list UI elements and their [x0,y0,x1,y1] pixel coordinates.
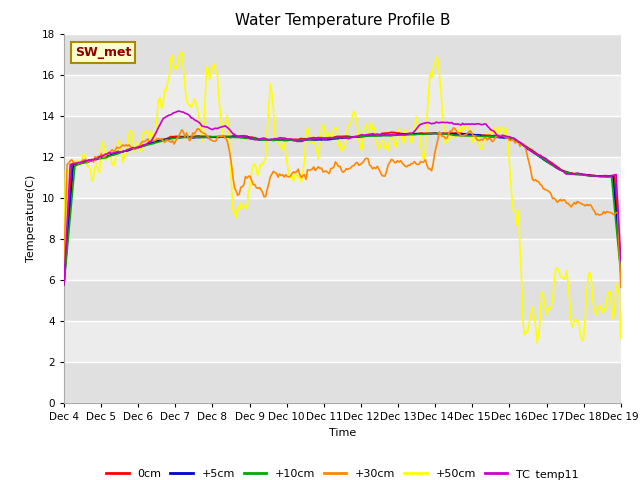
Legend: 0cm, +5cm, +10cm, +30cm, +50cm, TC_temp11: 0cm, +5cm, +10cm, +30cm, +50cm, TC_temp1… [102,464,583,480]
+50cm [60,249,68,254]
+30cm [226,151,234,157]
+50cm [255,167,263,173]
+5cm [244,134,252,140]
+5cm [303,137,311,143]
0cm [303,136,311,142]
Line: +5cm: +5cm [64,133,621,285]
+30cm [254,186,262,192]
+10cm [434,131,442,136]
Line: 0cm: 0cm [64,132,621,284]
+10cm [226,134,234,140]
Bar [64,280,621,321]
TC_temp11 [129,144,136,150]
Bar [64,321,621,362]
0cm [60,281,68,287]
TC_temp11 [588,173,595,179]
Y-axis label: Temperature(C): Temperature(C) [26,175,36,262]
Line: +30cm: +30cm [64,128,621,288]
+5cm [226,134,234,140]
+5cm [129,146,136,152]
+30cm [60,260,68,265]
+50cm [246,185,254,191]
TC_temp11 [617,257,625,263]
Bar [64,239,621,280]
Bar [64,198,621,239]
Title: Water Temperature Profile B: Water Temperature Profile B [235,13,450,28]
+30cm [129,145,136,151]
TC_temp11 [60,282,68,288]
+30cm [303,167,311,173]
0cm [387,130,395,135]
Line: TC_temp11: TC_temp11 [64,111,621,285]
X-axis label: Time: Time [329,428,356,438]
+10cm [303,137,311,143]
Bar [64,75,621,116]
0cm [129,145,136,151]
+50cm [129,130,136,136]
0cm [588,172,595,178]
Bar [64,116,621,157]
+10cm [129,146,136,152]
TC_temp11 [255,136,263,142]
+5cm [617,268,625,274]
+50cm [305,129,313,135]
+50cm [533,340,541,346]
Line: +10cm: +10cm [64,133,621,285]
+50cm [228,181,236,187]
+10cm [244,135,252,141]
Bar [64,34,621,75]
Bar [64,362,621,403]
0cm [617,264,625,270]
0cm [254,136,262,142]
Text: SW_met: SW_met [75,46,131,59]
0cm [226,133,234,139]
Line: +50cm: +50cm [64,52,621,343]
TC_temp11 [175,108,182,114]
+5cm [254,137,262,143]
+50cm [589,299,596,304]
+5cm [588,173,595,179]
+30cm [449,125,457,131]
+5cm [433,131,440,136]
0cm [244,134,252,140]
+30cm [617,285,625,290]
+10cm [254,136,262,142]
+50cm [178,49,186,55]
+30cm [244,173,252,179]
Bar [64,157,621,198]
TC_temp11 [246,136,254,142]
TC_temp11 [228,129,236,135]
+10cm [588,173,595,179]
+10cm [60,282,68,288]
+30cm [588,203,595,209]
+50cm [617,335,625,341]
TC_temp11 [305,136,313,142]
+5cm [60,282,68,288]
+10cm [617,271,625,277]
